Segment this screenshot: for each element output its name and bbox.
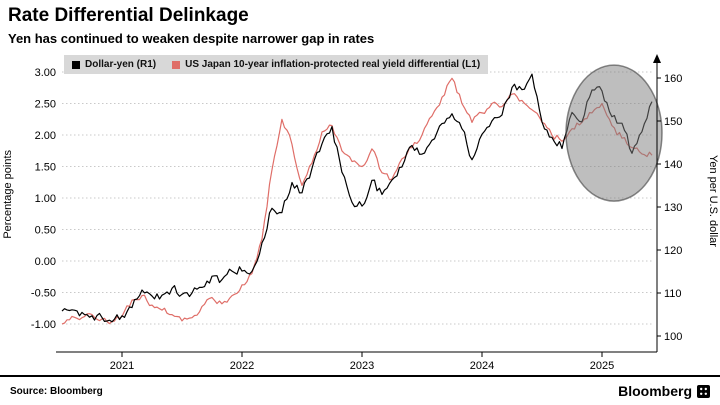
right-axis-tick-label: 160	[664, 73, 682, 85]
series-line-0	[61, 73, 653, 323]
x-axis-tick-label: 2023	[350, 360, 374, 372]
series-line-1	[61, 77, 653, 325]
right-axis-title: Yen per U.S. dollar	[707, 155, 719, 247]
x-axis-tick-label: 2024	[470, 360, 494, 372]
left-axis-tick-label: 2.50	[35, 99, 56, 111]
right-axis-tick-label: 100	[664, 331, 682, 343]
chart-area: Dollar-yen (R1) US Japan 10-year inflati…	[0, 50, 720, 375]
chart-footer: Source: Bloomberg Bloomberg	[0, 375, 720, 405]
bloomberg-logo-icon	[697, 384, 710, 398]
legend-label-dollar-yen: Dollar-yen (R1)	[85, 59, 157, 70]
left-axis-tick-label: -0.50	[31, 288, 56, 300]
left-axis-tick-label: 3.00	[35, 67, 56, 79]
bloomberg-brand: Bloomberg	[618, 383, 710, 399]
x-axis-tick-label: 2022	[230, 360, 254, 372]
left-axis-tick-label: 2.00	[35, 130, 56, 142]
legend-item-dollar-yen: Dollar-yen (R1)	[72, 59, 156, 70]
left-axis-tick-label: 1.00	[35, 193, 56, 205]
right-axis-tick-label: 120	[664, 245, 682, 257]
left-axis-tick-label: 0.00	[35, 256, 56, 268]
right-axis-tick-label: 150	[664, 116, 682, 128]
chart-title: Rate Differential Delinkage	[8, 5, 249, 26]
right-axis-arrow-icon	[653, 54, 661, 63]
source-attribution: Source: Bloomberg	[10, 385, 103, 397]
chart-svg: 3.00 2.50 2.00 1.50 1.00 0.50 0.00 -0.50 -1.00 16…	[31, 54, 682, 372]
legend-swatch-red-icon	[172, 60, 181, 69]
legend-label-yield-differential: US Japan 10-year inflation-protected rea…	[185, 59, 481, 70]
left-axis-tick-label: 0.50	[35, 225, 56, 237]
x-axis-tick-label: 2021	[110, 360, 134, 372]
chart-header: Rate Differential Delinkage Yen has cont…	[0, 0, 720, 47]
highlight-circle	[565, 64, 663, 202]
left-axis-title: Percentage points	[2, 150, 14, 239]
x-axis-tick-label: 2025	[590, 360, 614, 372]
right-axis-tick-label: 110	[664, 288, 682, 300]
right-axis-tick-label: 130	[664, 202, 682, 214]
bloomberg-wordmark: Bloomberg	[618, 383, 692, 399]
legend-swatch-black-icon	[72, 60, 80, 69]
right-axis-tick-label: 140	[664, 159, 682, 171]
legend-item-yield-differential: US Japan 10-year inflation-protected rea…	[172, 59, 480, 70]
chart-legend: Dollar-yen (R1) US Japan 10-year inflati…	[64, 55, 489, 74]
chart-subtitle: Yen has continued to weaken despite narr…	[8, 31, 375, 46]
left-axis-tick-label: 1.50	[35, 162, 56, 174]
left-axis-tick-label: -1.00	[31, 319, 56, 331]
